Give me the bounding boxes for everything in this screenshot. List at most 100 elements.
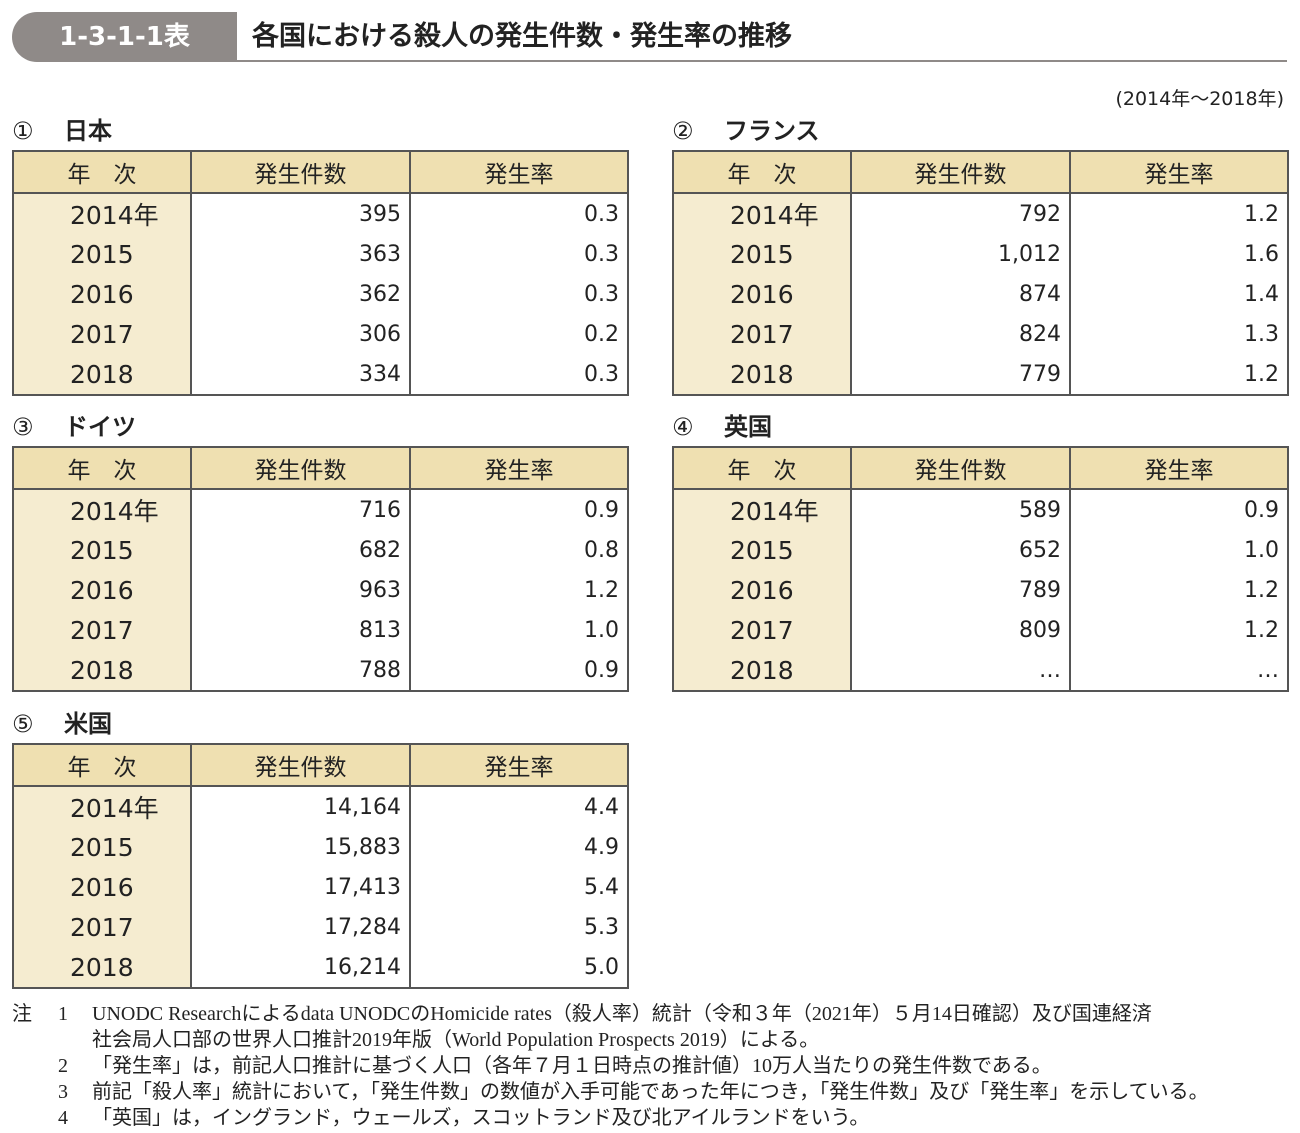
- value-cell: 334: [190, 354, 410, 395]
- value-cell: 1.2: [1069, 610, 1288, 650]
- table-number: ⑤: [12, 710, 34, 738]
- data-row: 2017 17,284 5.3: [12, 907, 628, 947]
- value-cell: 0.9: [409, 650, 628, 691]
- value-cell: 788: [190, 650, 410, 691]
- value-cell: 1.6: [1069, 234, 1288, 274]
- year-cell: 2017: [672, 314, 851, 354]
- value-cell: …: [850, 650, 1070, 691]
- note-number: 1: [58, 1003, 68, 1025]
- table-number: ①: [12, 117, 34, 145]
- year-cell: 2018: [12, 947, 191, 988]
- note-number: 4: [58, 1107, 68, 1129]
- year-cell: 2015: [672, 234, 851, 274]
- data-row: 2016 17,413 5.4: [12, 867, 628, 907]
- value-cell: 16,214: [190, 947, 410, 988]
- value-cell: 0.3: [409, 274, 628, 314]
- header-row: 年 次発生件数 発生率: [12, 744, 628, 787]
- year-cell: 2016: [672, 570, 851, 610]
- year-cell: 2016: [12, 867, 191, 907]
- note-text: 「英国」は，イングランド，ウェールズ，スコットランド及び北アイルランドをいう。: [92, 1107, 870, 1129]
- value-cell: 395: [190, 193, 410, 234]
- note-label: 注: [12, 1003, 32, 1025]
- value-cell: 1.4: [1069, 274, 1288, 314]
- column-header: 発生件数: [190, 744, 410, 787]
- year-cell: 2017: [672, 610, 851, 650]
- data-row: 2017 306 0.2: [12, 314, 628, 354]
- data-row: 2018 16,214 5.0: [12, 947, 628, 988]
- value-cell: …: [1069, 650, 1288, 691]
- data-row: 2018 779 1.2: [672, 354, 1288, 395]
- data-row: 2018……: [672, 650, 1288, 691]
- value-cell: 1.2: [1069, 570, 1288, 610]
- note-text: 社会局人口部の世界人口推計2019年版（World Population Pro…: [92, 1029, 820, 1051]
- value-cell: 362: [190, 274, 410, 314]
- note-line: 3 前記「殺人率」統計において，「発生件数」の数値が入手可能であった年につき，「発…: [12, 1079, 1209, 1105]
- value-cell: 0.2: [409, 314, 628, 354]
- value-cell: 716: [190, 489, 410, 530]
- data-row: 2015 682 0.8: [12, 530, 628, 570]
- data-table: 年 次発生件数 発生率 2014年 589 0.9 2015 652 1.0 2016 789 1.…: [672, 446, 1289, 692]
- value-cell: 0.9: [1069, 489, 1288, 530]
- note-number: 2: [58, 1055, 68, 1077]
- data-row: 2015 363 0.3: [12, 234, 628, 274]
- value-cell: 809: [850, 610, 1070, 650]
- note-line: 2 「発生率」は，前記人口推計に基づく人口（各年７月１日時点の推計値）10万人当た…: [12, 1053, 1209, 1079]
- table-title: ② フランス: [672, 115, 820, 147]
- value-cell: 1.2: [1069, 193, 1288, 234]
- data-row: 2015 652 1.0: [672, 530, 1288, 570]
- data-row: 2014年 792 1.2: [672, 193, 1288, 234]
- column-header: 発生件数: [850, 151, 1070, 194]
- data-row: 2014年 14,164 4.4: [12, 786, 628, 827]
- table-name: 日本: [64, 117, 112, 145]
- data-row: 2014年 589 0.9: [672, 489, 1288, 530]
- value-cell: 792: [850, 193, 1070, 234]
- data-row: 2015 1,012 1.6: [672, 234, 1288, 274]
- year-cell: 2014年: [672, 193, 851, 234]
- table-number: ②: [672, 117, 694, 145]
- table-title: ④ 英国: [672, 411, 772, 443]
- year-cell: 2017: [12, 314, 191, 354]
- year-cell: 2018: [12, 354, 191, 395]
- year-cell: 2014年: [12, 489, 191, 530]
- value-cell: 789: [850, 570, 1070, 610]
- data-row: 2017 824 1.3: [672, 314, 1288, 354]
- table-number: ③: [12, 413, 34, 441]
- year-cell: 2016: [12, 274, 191, 314]
- notes: 注 1 UNODC Researchによるdata UNODCのHomicide r…: [12, 1001, 1209, 1131]
- value-cell: 0.3: [409, 193, 628, 234]
- column-header: 発生率: [1069, 151, 1288, 194]
- data-row: 2014年 395 0.3: [12, 193, 628, 234]
- year-cell: 2014年: [12, 786, 191, 827]
- year-cell: 2017: [12, 610, 191, 650]
- value-cell: 874: [850, 274, 1070, 314]
- value-cell: 0.3: [409, 234, 628, 274]
- column-header: 発生率: [1069, 447, 1288, 490]
- column-header: 発生率: [409, 151, 628, 194]
- value-cell: 1.2: [1069, 354, 1288, 395]
- data-row: 2017 809 1.2: [672, 610, 1288, 650]
- value-cell: 652: [850, 530, 1070, 570]
- note-line: 4 「英国」は，イングランド，ウェールズ，スコットランド及び北アイルランドをいう。: [12, 1105, 1209, 1131]
- column-header: 発生率: [409, 447, 628, 490]
- value-cell: 1.3: [1069, 314, 1288, 354]
- value-cell: 963: [190, 570, 410, 610]
- column-header: 発生率: [409, 744, 628, 787]
- column-header: 発生件数: [190, 151, 410, 194]
- table-name: 英国: [724, 413, 772, 441]
- value-cell: 813: [190, 610, 410, 650]
- note-text: 「発生率」は，前記人口推計に基づく人口（各年７月１日時点の推計値）10万人当たり…: [92, 1055, 1052, 1077]
- data-row: 2016 789 1.2: [672, 570, 1288, 610]
- value-cell: 363: [190, 234, 410, 274]
- value-cell: 17,284: [190, 907, 410, 947]
- value-cell: 1.0: [409, 610, 628, 650]
- data-table: 年 次発生件数 発生率 2014年 792 1.2 2015 1,012 1.6 2016 874…: [672, 150, 1289, 396]
- table-title: ③ ドイツ: [12, 411, 136, 443]
- table-title: ⑤ 米国: [12, 708, 112, 740]
- data-row: 2015 15,883 4.9: [12, 827, 628, 867]
- column-header: 発生件数: [850, 447, 1070, 490]
- year-cell: 2017: [12, 907, 191, 947]
- value-cell: 15,883: [190, 827, 410, 867]
- data-table: 年 次発生件数 発生率 2014年 14,164 4.4 2015 15,883 4.9 201…: [12, 743, 629, 989]
- note-line: 注 1 UNODC Researchによるdata UNODCのHomicide r…: [12, 1001, 1209, 1027]
- column-header: 年 次: [672, 447, 851, 490]
